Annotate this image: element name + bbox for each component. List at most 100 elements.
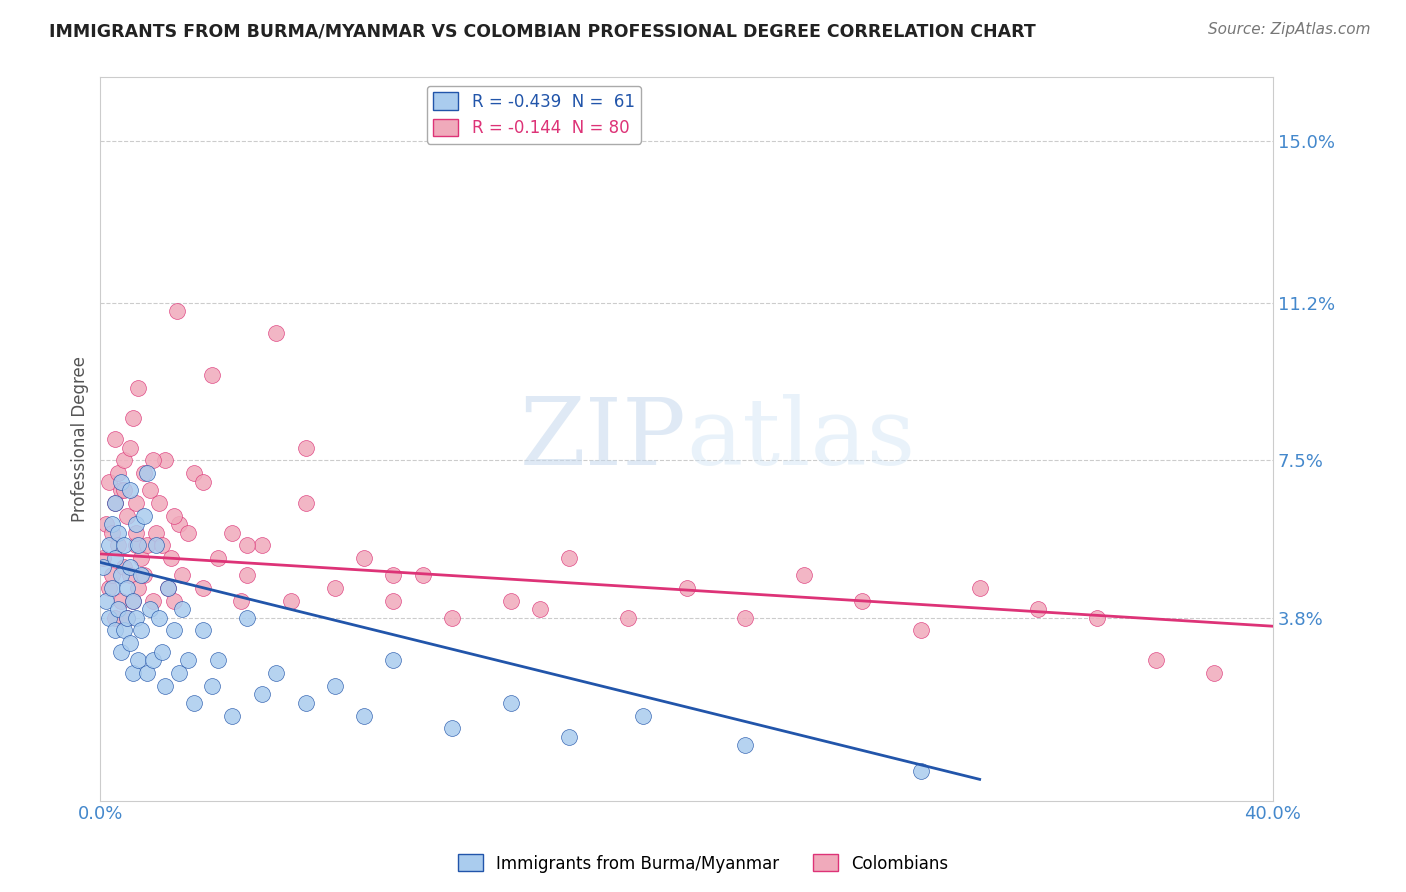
Point: [112, 453, 135, 467]
Point: [136, 466, 159, 480]
Point: [101, 581, 124, 595]
Point: [104, 496, 127, 510]
Point: [229, 593, 252, 607]
Point: [631, 708, 654, 723]
Point: [162, 508, 184, 523]
Point: [191, 581, 214, 595]
Point: [201, 679, 224, 693]
Point: [294, 496, 316, 510]
Text: ZIP: ZIP: [520, 394, 686, 484]
Point: [153, 453, 176, 467]
Point: [191, 475, 214, 489]
Point: [969, 581, 991, 595]
Point: [96, 517, 118, 532]
Point: [101, 568, 124, 582]
Point: [142, 653, 165, 667]
Point: [124, 496, 146, 510]
Point: [121, 665, 143, 680]
Point: [1144, 653, 1167, 667]
Point: [142, 453, 165, 467]
Point: [250, 687, 273, 701]
Point: [91, 551, 114, 566]
Point: [136, 665, 159, 680]
Point: [118, 441, 141, 455]
Point: [207, 551, 229, 566]
Point: [159, 551, 181, 566]
Point: [1085, 610, 1108, 624]
Point: [98, 581, 121, 595]
Point: [156, 581, 179, 595]
Point: [910, 624, 932, 638]
Point: [139, 602, 162, 616]
Point: [118, 568, 141, 582]
Point: [221, 525, 243, 540]
Legend: R = -0.439  N =  61, R = -0.144  N = 80: R = -0.439 N = 61, R = -0.144 N = 80: [427, 86, 641, 144]
Point: [107, 538, 129, 552]
Point: [221, 708, 243, 723]
Point: [156, 581, 179, 595]
Point: [150, 538, 173, 552]
Point: [412, 568, 434, 582]
Point: [617, 610, 640, 624]
Point: [104, 551, 127, 566]
Point: [851, 593, 873, 607]
Point: [675, 581, 697, 595]
Point: [166, 304, 188, 318]
Point: [127, 653, 149, 667]
Point: [131, 551, 153, 566]
Point: [110, 593, 132, 607]
Point: [323, 581, 346, 595]
Point: [793, 568, 815, 582]
Point: [264, 665, 287, 680]
Point: [529, 602, 551, 616]
Y-axis label: Professional Degree: Professional Degree: [72, 356, 89, 522]
Point: [169, 517, 191, 532]
Point: [236, 538, 259, 552]
Point: [382, 593, 405, 607]
Point: [115, 581, 138, 595]
Point: [145, 525, 167, 540]
Point: [112, 624, 135, 638]
Point: [96, 593, 118, 607]
Point: [98, 538, 121, 552]
Point: [153, 679, 176, 693]
Point: [98, 610, 121, 624]
Point: [121, 593, 143, 607]
Point: [131, 624, 153, 638]
Point: [183, 466, 205, 480]
Point: [201, 368, 224, 383]
Point: [121, 593, 143, 607]
Point: [127, 581, 149, 595]
Point: [91, 559, 114, 574]
Point: [110, 645, 132, 659]
Point: [191, 624, 214, 638]
Point: [207, 653, 229, 667]
Point: [162, 593, 184, 607]
Legend: Immigrants from Burma/Myanmar, Colombians: Immigrants from Burma/Myanmar, Colombian…: [451, 847, 955, 880]
Point: [124, 525, 146, 540]
Point: [118, 559, 141, 574]
Point: [134, 568, 156, 582]
Point: [110, 475, 132, 489]
Point: [177, 525, 200, 540]
Point: [107, 602, 129, 616]
Point: [353, 551, 375, 566]
Point: [127, 381, 149, 395]
Point: [280, 593, 302, 607]
Point: [499, 696, 522, 710]
Point: [121, 410, 143, 425]
Point: [183, 696, 205, 710]
Point: [236, 610, 259, 624]
Point: [558, 730, 581, 744]
Point: [110, 483, 132, 497]
Point: [118, 483, 141, 497]
Point: [107, 466, 129, 480]
Point: [1026, 602, 1049, 616]
Point: [115, 508, 138, 523]
Point: [177, 653, 200, 667]
Point: [294, 696, 316, 710]
Point: [110, 568, 132, 582]
Point: [127, 538, 149, 552]
Point: [150, 645, 173, 659]
Point: [124, 610, 146, 624]
